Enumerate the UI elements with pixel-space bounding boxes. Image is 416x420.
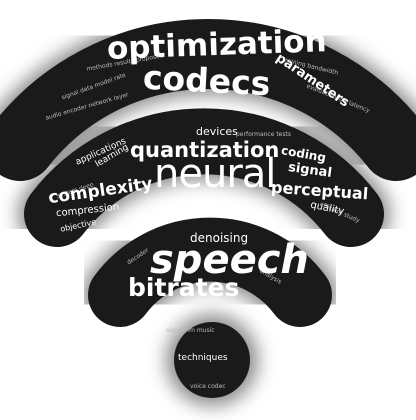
filler-text: voice codec <box>190 383 226 390</box>
word-speech: speech <box>150 237 309 283</box>
word-codecs: codecs <box>142 57 272 104</box>
inner-arc <box>88 217 332 327</box>
outer-arc <box>0 18 416 181</box>
filler-text: performance tests <box>236 131 291 138</box>
middle-arc <box>24 108 384 247</box>
word-techniques: techniques <box>178 353 228 363</box>
word-quantization: quantization <box>130 138 280 162</box>
word-neural: neural <box>154 151 276 197</box>
word-bitrates: bitrates <box>128 273 240 302</box>
word-devices: devices <box>196 125 238 138</box>
filler-text: algorithm music <box>166 327 215 334</box>
word-denoising: denoising <box>190 231 249 245</box>
dot <box>174 322 250 398</box>
